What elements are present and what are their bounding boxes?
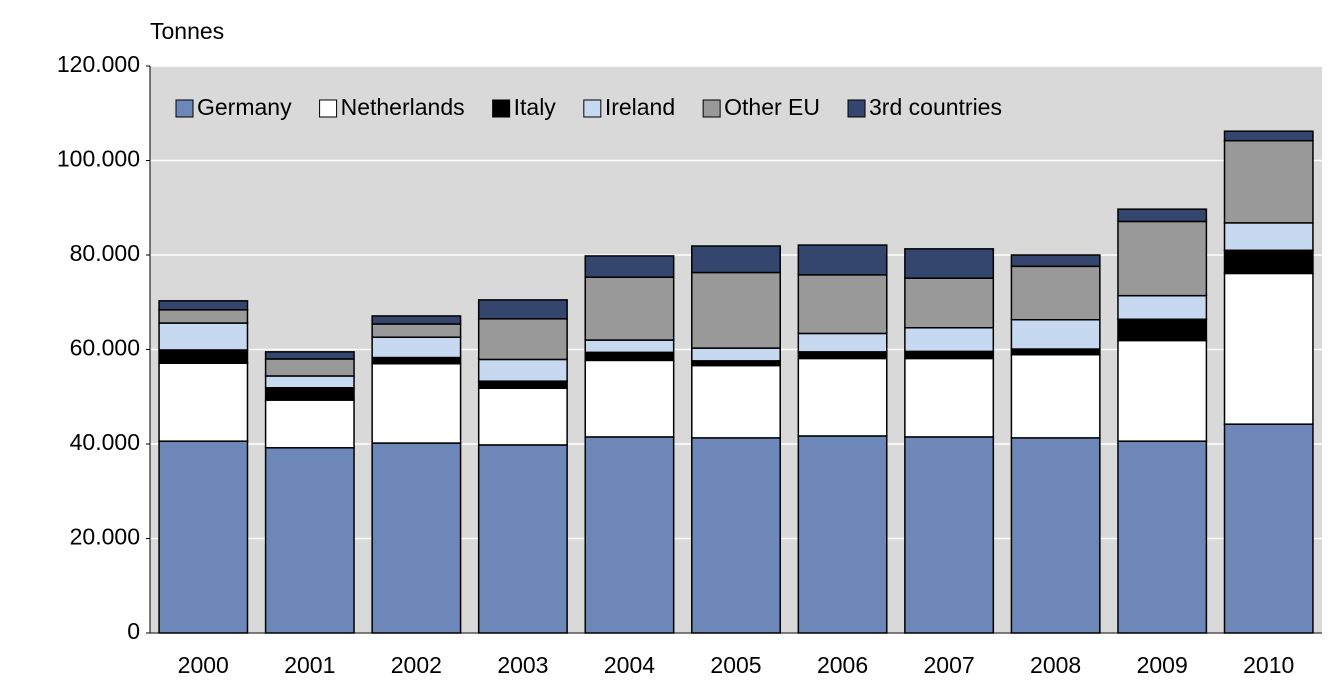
- bar-segment: [1117, 339, 1208, 442]
- bar-segment: [797, 435, 888, 634]
- bar-segment: [158, 349, 249, 364]
- legend-label: Netherlands: [341, 94, 465, 120]
- bar-segment: [158, 362, 249, 442]
- bar-segment: [158, 300, 249, 311]
- x-tick-label: 2001: [284, 652, 335, 678]
- bar-segment: [1010, 254, 1101, 268]
- legend-swatch: [847, 99, 866, 118]
- bar-segment: [371, 323, 462, 338]
- bar-segment: [477, 387, 568, 446]
- bar-segment: [584, 436, 675, 634]
- bar-segment: [477, 380, 568, 389]
- x-tick-label: 2003: [497, 652, 548, 678]
- y-tick-label: 40.000: [70, 429, 140, 455]
- x-tick-label: 2000: [178, 652, 229, 678]
- legend-label: Other EU: [724, 94, 820, 120]
- bar-segment: [1223, 139, 1314, 224]
- bar-segment: [1223, 130, 1314, 142]
- bar-segment: [158, 309, 249, 324]
- bar-segment: [797, 351, 888, 360]
- bar-segment: [797, 244, 888, 276]
- bar-segment: [797, 332, 888, 353]
- bar-segment: [797, 274, 888, 335]
- legend-label: Ireland: [605, 94, 675, 120]
- y-tick-label: 0: [127, 618, 140, 644]
- bar-segment: [477, 318, 568, 361]
- bar-segment: [904, 327, 995, 353]
- bar-segment: [1010, 348, 1101, 356]
- bar-segment: [797, 357, 888, 437]
- bar-segment: [904, 436, 995, 634]
- bar-segment: [584, 339, 675, 354]
- legend-swatch: [583, 99, 602, 118]
- y-tick-label: 100.000: [57, 146, 140, 172]
- bar-segment: [1117, 318, 1208, 342]
- bar-segment: [371, 442, 462, 634]
- x-tick-label: 2005: [710, 652, 761, 678]
- bar-segment: [1223, 423, 1314, 634]
- x-tick-label: 2009: [1137, 652, 1188, 678]
- bar-segment: [1010, 265, 1101, 321]
- bar-segment: [691, 437, 781, 634]
- bar-segment: [477, 444, 568, 634]
- bar-segment: [1010, 437, 1101, 634]
- legend-label: Germany: [197, 94, 292, 120]
- bar-segment: [1223, 249, 1314, 275]
- x-tick-label: 2010: [1243, 652, 1294, 678]
- bar-segment: [1117, 208, 1208, 223]
- bar-segment: [158, 440, 249, 634]
- bar-segment: [691, 364, 781, 439]
- bar-segment: [904, 248, 995, 279]
- x-tick-label: 2007: [924, 652, 975, 678]
- y-tick-label: 120.000: [57, 51, 140, 77]
- bar-segment: [691, 271, 781, 349]
- bar-segment: [477, 358, 568, 382]
- bar-segment: [1010, 318, 1101, 350]
- bar-segment: [584, 359, 675, 438]
- bar-segment: [904, 357, 995, 438]
- bar-segment: [264, 399, 355, 449]
- bar-segment: [584, 276, 675, 341]
- x-tick-label: 2008: [1030, 652, 1081, 678]
- bar-segment: [584, 255, 675, 278]
- bar-segment: [477, 299, 568, 320]
- y-tick-label: 80.000: [70, 240, 140, 266]
- bar-segment: [264, 358, 355, 377]
- bar-segment: [584, 351, 675, 362]
- bar-segment: [1117, 294, 1208, 321]
- bar-segment: [264, 351, 355, 360]
- bar-segment: [264, 375, 355, 389]
- bar-segment: [264, 447, 355, 634]
- legend-label: Italy: [514, 94, 557, 120]
- y-tick-label: 60.000: [70, 335, 140, 361]
- bar-segment: [904, 350, 995, 360]
- bar-segment: [1223, 272, 1314, 425]
- bar-segment: [371, 356, 462, 365]
- x-tick-label: 2002: [391, 652, 442, 678]
- legend-swatch: [175, 99, 194, 118]
- bar-segment: [371, 315, 462, 325]
- bar-segment: [371, 362, 462, 444]
- legend-swatch: [319, 99, 338, 118]
- y-axis-label: Tonnes: [150, 18, 224, 44]
- bar-segment: [691, 347, 781, 362]
- bar-segment: [1010, 353, 1101, 439]
- bar-segment: [904, 277, 995, 329]
- y-tick-label: 20.000: [70, 524, 140, 550]
- bar-segment: [1117, 440, 1208, 634]
- x-tick-label: 2004: [604, 652, 655, 678]
- bar-segment: [158, 322, 249, 351]
- legend-swatch: [492, 99, 511, 118]
- legend-label: 3rd countries: [869, 94, 1002, 120]
- bar-segment: [264, 387, 355, 401]
- x-tick-label: 2006: [817, 652, 868, 678]
- legend-swatch: [702, 99, 721, 118]
- bar-segment: [1223, 222, 1314, 252]
- bar-segment: [1117, 220, 1208, 297]
- bar-segment: [371, 336, 462, 359]
- bar-segment: [691, 245, 781, 274]
